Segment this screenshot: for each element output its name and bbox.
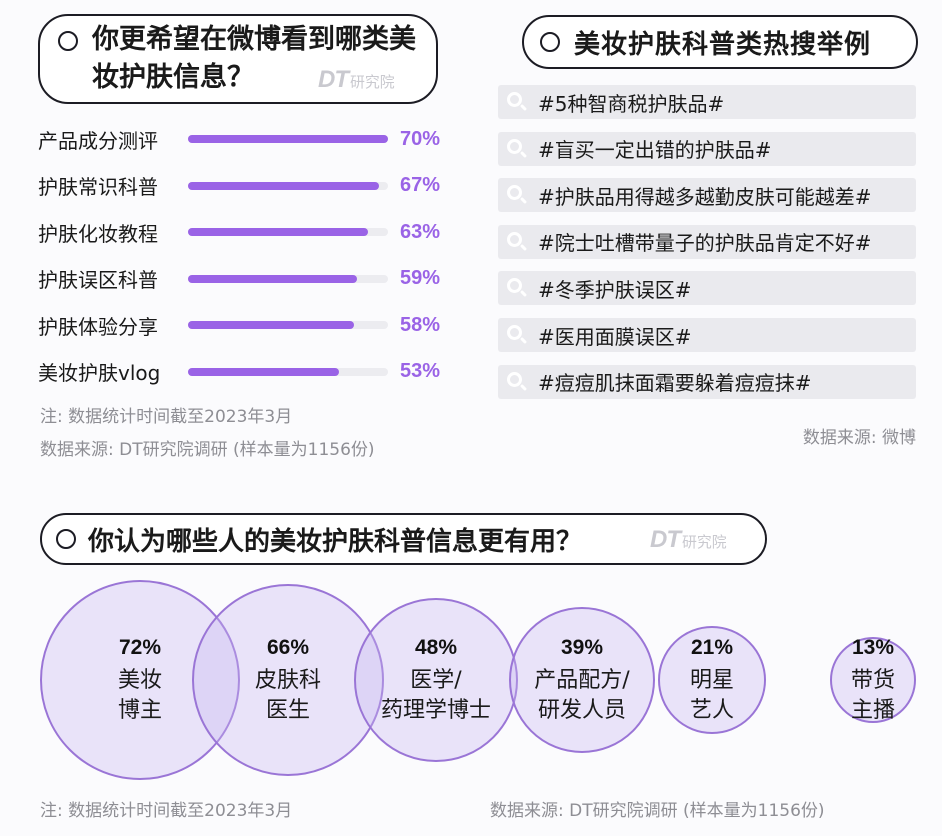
- bubble-label-group: 21% 明星艺人: [690, 636, 734, 726]
- bar-fill: [188, 274, 357, 283]
- hot-search-item[interactable]: #护肤品用得越多越勤皮肤可能越差#: [498, 178, 916, 213]
- bar-value: 70%: [400, 127, 441, 150]
- hot-search-item[interactable]: #医用面膜误区#: [498, 318, 916, 352]
- bar-value: 63%: [400, 220, 441, 243]
- bar-value: 53%: [400, 360, 441, 382]
- bar-track: [188, 135, 388, 143]
- hot-search-item[interactable]: #5种智商税护肤品#: [498, 85, 916, 119]
- bar-fill: [188, 135, 388, 143]
- bar-value: 59%: [400, 267, 441, 289]
- bubble-percent: 48%: [414, 636, 458, 659]
- bubble-category-line: 产品配方/: [534, 668, 630, 693]
- bubble-category-line: 带货: [850, 668, 896, 693]
- right-source: 数据来源: 微博: [802, 428, 916, 448]
- bar-fill: [188, 181, 380, 190]
- watermark-main: DT: [650, 526, 681, 553]
- right-list-title-pill: 美妆护肤科普类热搜举例: [522, 15, 918, 69]
- bubble-percent: 66%: [266, 636, 310, 659]
- bubble-category-line: 医学/: [410, 668, 462, 693]
- bubble-label-group: 66% 皮肤科医生: [255, 636, 321, 726]
- bar-value: 67%: [400, 174, 441, 196]
- bar-track: [188, 181, 388, 190]
- search-icon: [506, 184, 528, 206]
- bubble-percent: 13%: [851, 636, 895, 659]
- bar-label: 护肤体验分享: [38, 314, 158, 339]
- hot-search-text: #医用面膜误区#: [538, 324, 692, 349]
- bubble-label-group: 13% 带货主播: [851, 636, 895, 726]
- dt-watermark-logo: DT 研究院: [318, 66, 395, 94]
- bar-row: 产品成分测评 70%: [38, 124, 440, 154]
- search-icon: [506, 138, 528, 160]
- bar-row: 护肤体验分享 58%: [38, 310, 440, 340]
- bubble-category-line: 美妆: [117, 668, 163, 693]
- left-source: 数据来源: DT研究院调研 (样本量为1156份): [40, 440, 375, 460]
- hot-search-item[interactable]: #痘痘肌抹面霜要躲着痘痘抹#: [498, 364, 916, 399]
- bar-label: 护肤化妆教程: [38, 221, 158, 246]
- bubble-category-line: 医生: [265, 698, 311, 723]
- bubble: [830, 637, 916, 723]
- circle-bullet-icon: [540, 32, 560, 52]
- bubble-label-group: 39% 产品配方/研发人员: [534, 636, 629, 726]
- bar-row: 美妆护肤vlog 53%: [38, 357, 440, 387]
- bubble-category-line: 博主: [117, 698, 163, 723]
- search-icon: [506, 371, 528, 393]
- bubble-percent: 72%: [118, 636, 162, 659]
- bottom-chart-title-pill: 你认为哪些人的美妆护肤科普信息更有用？: [40, 513, 767, 565]
- bar-row: 护肤误区科普 59%: [38, 264, 440, 294]
- left-chart-title: 你更希望在微博看到哪类美妆护肤信息？: [92, 24, 416, 93]
- hot-search-text: #院士吐槽带量子的护肤品肯定不好#: [538, 231, 872, 256]
- search-icon: [506, 91, 528, 113]
- bubble-category-line: 研发人员: [537, 698, 627, 723]
- bubble-label-group: 48% 医学/药理学博士: [381, 636, 491, 726]
- bubble-label-group: 72% 美妆博主: [118, 636, 162, 726]
- bottom-chart-title: 你认为哪些人的美妆护肤科普信息更有用？: [88, 526, 583, 557]
- bar-track: [188, 228, 388, 236]
- bubble-category-line: 皮肤科: [254, 668, 322, 693]
- bottom-note: 注: 数据统计时间截至2023年3月: [40, 801, 293, 821]
- hot-search-text: #痘痘肌抹面霜要躲着痘痘抹#: [538, 371, 812, 396]
- hot-search-text: #盲买一定出错的护肤品#: [538, 138, 772, 163]
- dt-watermark-logo: DT 研究院: [650, 526, 727, 554]
- bar-track: [188, 274, 388, 283]
- search-icon: [506, 231, 528, 253]
- bubble-percent: 21%: [690, 636, 734, 659]
- bar-track: [188, 367, 388, 376]
- bubble-category-line: 主播: [850, 698, 896, 723]
- bar-label: 美妆护肤vlog: [38, 361, 161, 385]
- hot-search-text: #5种智商税护肤品#: [538, 91, 725, 116]
- bar-fill: [188, 367, 340, 376]
- hot-search-item[interactable]: #冬季护肤误区#: [498, 271, 916, 306]
- bar-label: 护肤误区科普: [38, 268, 158, 292]
- bubble-category-line: 艺人: [689, 698, 735, 723]
- bubble-percent: 39%: [560, 636, 604, 659]
- watermark-sub: 研究院: [682, 535, 727, 551]
- bar-track: [188, 321, 388, 329]
- bubble-category-line: 药理学博士: [380, 698, 492, 723]
- hot-search-text: #冬季护肤误区#: [538, 277, 692, 302]
- bar-row: 护肤常识科普 67%: [38, 171, 440, 201]
- circle-bullet-icon: [58, 31, 78, 51]
- watermark-main: DT: [318, 66, 349, 93]
- hot-search-item[interactable]: #院士吐槽带量子的护肤品肯定不好#: [498, 224, 916, 259]
- bar-label: 产品成分测评: [38, 128, 158, 153]
- left-chart-title-pill: 你更希望在微博看到哪类美妆护肤信息？: [38, 14, 438, 104]
- left-note: 注: 数据统计时间截至2023年3月: [40, 407, 293, 427]
- bubble: [509, 607, 655, 753]
- bar-label: 护肤常识科普: [38, 175, 158, 199]
- bubble-category-line: 明星: [689, 668, 735, 693]
- bubble: [354, 598, 518, 762]
- search-icon: [506, 277, 528, 299]
- bubble: [658, 626, 766, 734]
- circle-bullet-icon: [56, 529, 76, 549]
- bar-row: 护肤化妆教程 63%: [38, 217, 440, 247]
- hot-search-text: #护肤品用得越多越勤皮肤可能越差#: [538, 184, 872, 209]
- bar-value: 58%: [400, 313, 441, 336]
- bar-fill: [188, 321, 354, 329]
- search-icon: [506, 324, 528, 346]
- bar-fill: [188, 228, 368, 236]
- watermark-sub: 研究院: [350, 75, 395, 91]
- hot-search-item[interactable]: #盲买一定出错的护肤品#: [498, 131, 916, 166]
- bottom-source: 数据来源: DT研究院调研 (样本量为1156份): [490, 801, 825, 821]
- right-list-title: 美妆护肤科普类热搜举例: [574, 29, 872, 60]
